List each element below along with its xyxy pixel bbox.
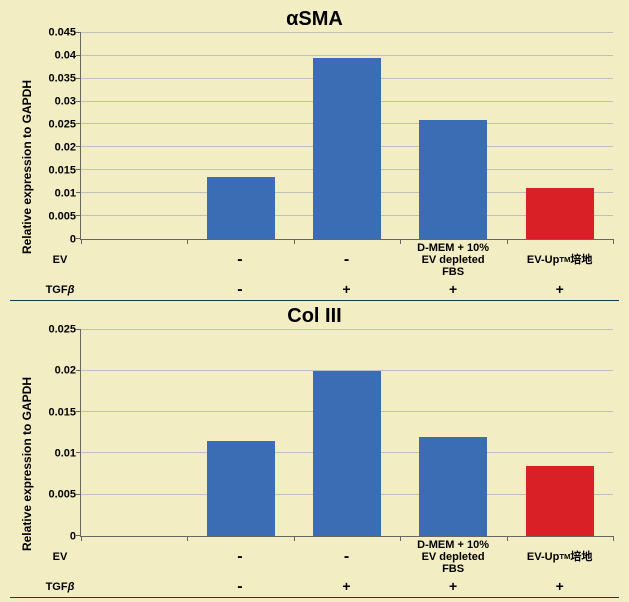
y-tick-label: 0.01 [55,449,76,460]
axis-cell: EV-UpTM 培地 [506,537,613,577]
x-axis-table: EV --D-MEM + 10% EV depleted FBSEV-UpTM … [80,240,613,300]
axis-cell: + [400,280,507,300]
bar-slot [400,33,506,239]
y-tick-label: 0.04 [55,50,76,61]
x-tick-mark [507,239,508,244]
x-tick-mark [507,536,508,541]
axis-cell: - [293,240,400,280]
bar-slot [294,33,400,239]
y-axis-label-container: Relative expression to GAPDH [16,33,38,300]
y-axis-label-container: Relative expression to GAPDH [16,330,38,597]
plot-wrap: 00.0050.010.0150.020.025 [38,330,613,537]
y-tick-label: 0.025 [48,325,76,336]
y-tick-label: 0.02 [55,142,76,153]
bars-container [81,330,613,536]
x-tick-mark [187,536,188,541]
x-tick-mark [613,239,614,244]
page: αSMA Relative expression to GAPDH 00.005… [0,0,629,602]
plot-and-axis: 00.0050.010.0150.020.0250.030.0350.040.0… [38,33,613,300]
y-tick-label: 0.025 [48,119,76,130]
y-tick-label: 0.005 [48,490,76,501]
bar [419,120,487,239]
chart-panel-col3: Col III Relative expression to GAPDH 00.… [10,301,619,598]
axis-cell [80,537,187,577]
axis-cell: D-MEM + 10% EV depleted FBS [400,537,507,577]
plot-area [80,330,613,537]
bar-slot [81,33,187,239]
x-tick-mark [81,536,82,541]
x-axis-table: EV --D-MEM + 10% EV depleted FBSEV-UpTM … [80,537,613,597]
axis-cell [80,577,187,597]
bars-container [81,33,613,239]
axis-cell: + [400,577,507,597]
axis-cell: EV-UpTM 培地 [506,240,613,280]
y-tick-label: 0.01 [55,188,76,199]
y-tick-label: 0.045 [48,28,76,39]
y-ticks: 00.0050.010.0150.020.0250.030.0350.040.0… [38,33,80,240]
chart-body: Relative expression to GAPDH 00.0050.010… [16,330,613,597]
axis-cells-tgf: -+++ [80,280,613,300]
axis-cell: D-MEM + 10% EV depleted FBS [400,240,507,280]
y-ticks: 00.0050.010.0150.020.025 [38,330,80,537]
bar [313,58,381,239]
x-tick-mark [294,536,295,541]
bar-slot [507,33,613,239]
axis-cells-tgf: -+++ [80,577,613,597]
x-tick-mark [81,239,82,244]
axis-cell: - [187,577,294,597]
axis-cell: + [293,280,400,300]
bar [313,371,381,536]
axis-cell [80,280,187,300]
axis-row-tgf: TGFβ -+++ [80,577,613,597]
bar [207,441,275,536]
axis-row-label-tgf: TGFβ [40,280,80,300]
y-axis-label: Relative expression to GAPDH [20,376,34,550]
bar-slot [294,330,400,536]
bar-slot [187,33,293,239]
axis-cell: - [293,537,400,577]
bar-slot [187,330,293,536]
axis-row-tgf: TGFβ -+++ [80,280,613,300]
y-tick-label: 0.015 [48,165,76,176]
x-tick-mark [400,536,401,541]
y-tick-label: 0.005 [48,211,76,222]
plot-and-axis: 00.0050.010.0150.020.025 EV --D-MEM + 10… [38,330,613,597]
axis-row-label-tgf: TGFβ [40,577,80,597]
chart-title: Col III [16,301,613,330]
axis-row-label-ev: EV [40,537,80,577]
axis-cell: - [187,240,294,280]
x-tick-mark [187,239,188,244]
bar [526,466,594,536]
axis-row-ev: EV --D-MEM + 10% EV depleted FBSEV-UpTM … [80,240,613,280]
axis-row-label-ev: EV [40,240,80,280]
axis-cell: + [293,577,400,597]
axis-cell [80,240,187,280]
axis-cell: - [187,537,294,577]
bar-slot [507,330,613,536]
chart-body: Relative expression to GAPDH 00.0050.010… [16,33,613,300]
axis-cells-ev: --D-MEM + 10% EV depleted FBSEV-UpTM 培地 [80,537,613,577]
bar [207,177,275,239]
axis-row-ev: EV --D-MEM + 10% EV depleted FBSEV-UpTM … [80,537,613,577]
chart-title: αSMA [16,4,613,33]
x-tick-mark [294,239,295,244]
bar-slot [400,330,506,536]
plot-wrap: 00.0050.010.0150.020.0250.030.0350.040.0… [38,33,613,240]
y-tick-label: 0.03 [55,96,76,107]
x-tick-mark [613,536,614,541]
axis-cells-ev: --D-MEM + 10% EV depleted FBSEV-UpTM 培地 [80,240,613,280]
y-tick-label: 0.015 [48,407,76,418]
plot-area [80,33,613,240]
axis-cell: + [506,280,613,300]
chart-panel-asma: αSMA Relative expression to GAPDH 00.005… [10,4,619,301]
bar [526,188,594,238]
y-tick-label: 0.02 [55,366,76,377]
y-axis-label: Relative expression to GAPDH [20,79,34,253]
x-tick-mark [400,239,401,244]
bar-slot [81,330,187,536]
bar [419,437,487,536]
axis-cell: - [187,280,294,300]
axis-cell: + [506,577,613,597]
y-tick-label: 0.035 [48,73,76,84]
